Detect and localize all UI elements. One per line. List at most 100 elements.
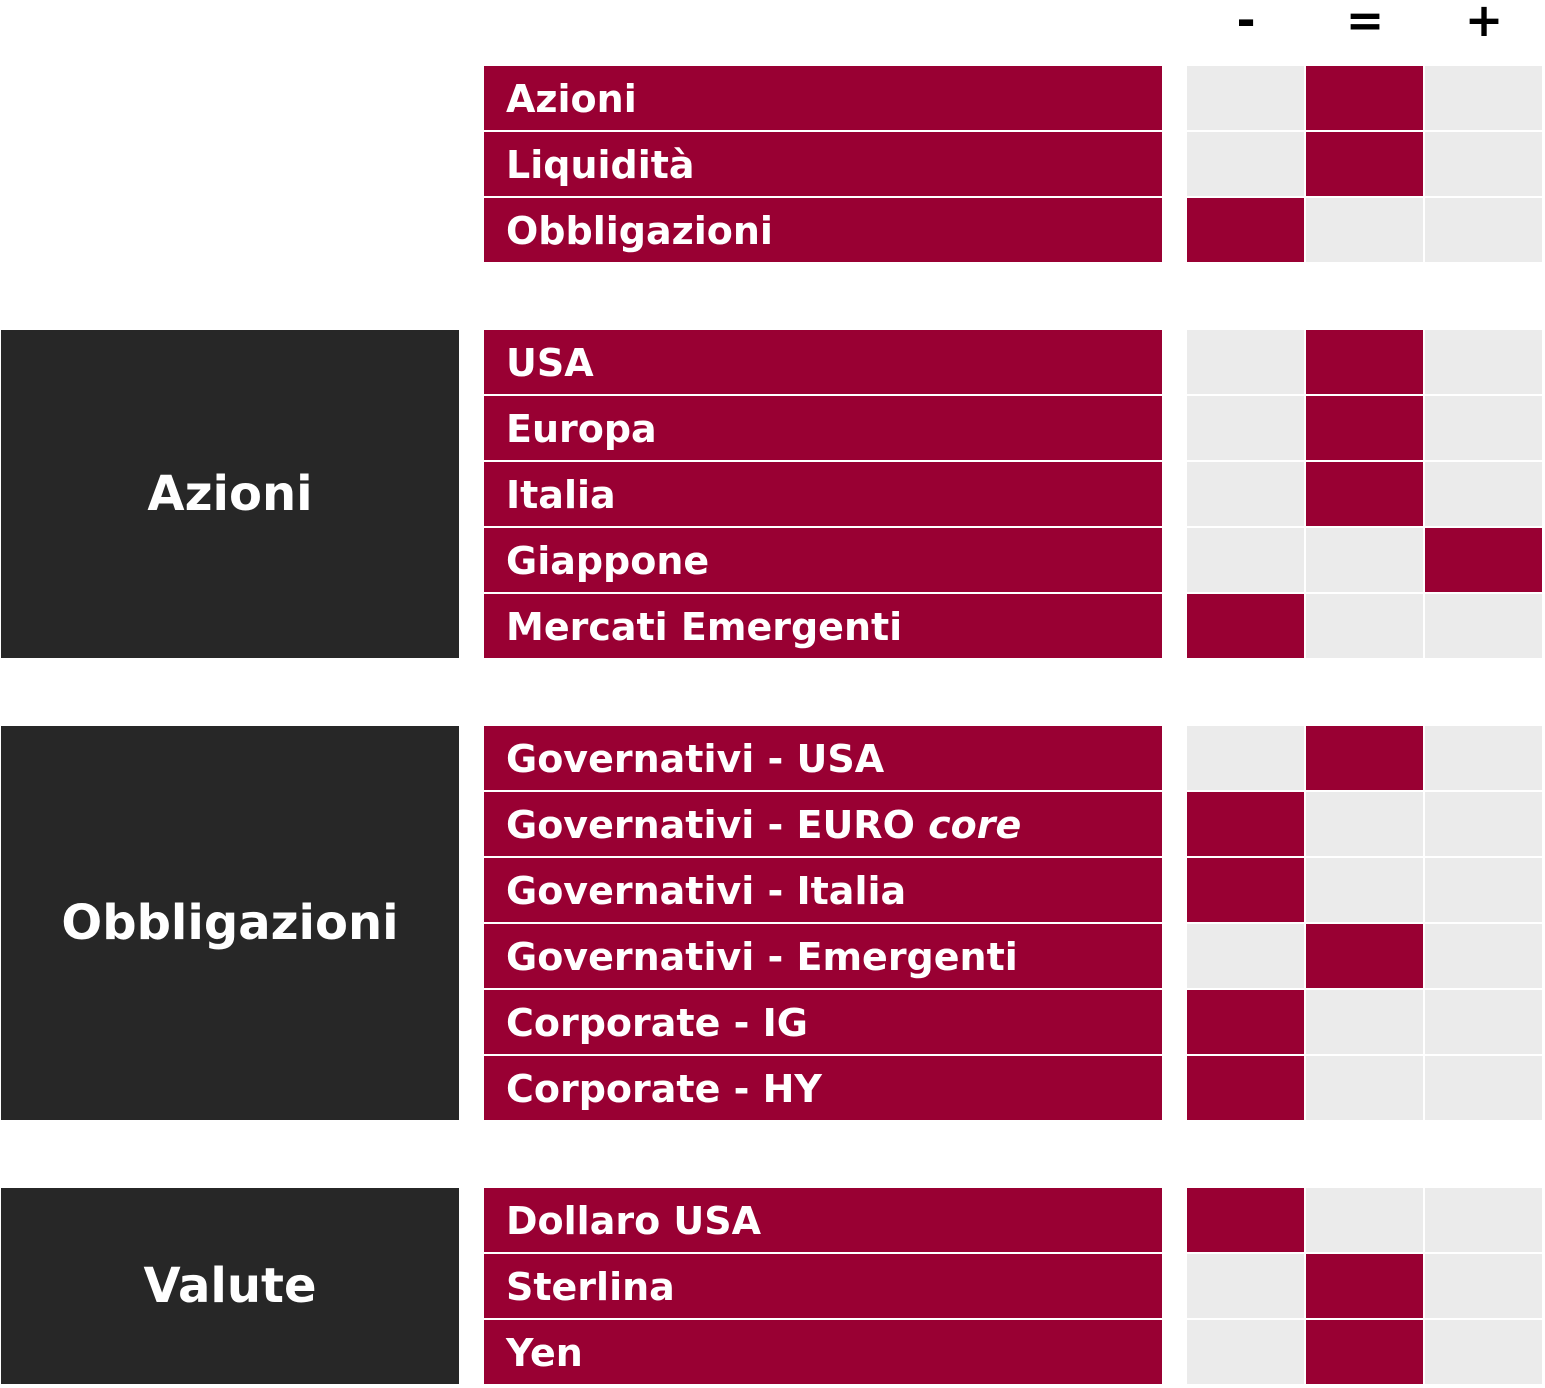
table-row: USA	[0, 330, 1545, 396]
cell-neutral	[1306, 726, 1423, 790]
row-label: Governativi - Emergenti	[484, 924, 1162, 988]
cell-positive	[1425, 66, 1542, 130]
row-label-text: Mercati Emergenti	[506, 605, 903, 649]
cell-negative	[1187, 132, 1304, 196]
row-label-text: Giappone	[506, 539, 710, 583]
cell-neutral	[1306, 132, 1423, 196]
row-label: Obbligazioni	[484, 198, 1162, 262]
row-label-text: Azioni	[506, 77, 637, 121]
cell-neutral	[1306, 1056, 1423, 1120]
row-label: Giappone	[484, 528, 1162, 592]
cell-neutral	[1306, 924, 1423, 988]
cell-negative	[1187, 1254, 1304, 1318]
cell-neutral	[1306, 594, 1423, 658]
section-azioni: Azioni USA Europa Italia Giappone Mercati Eme…	[0, 330, 1545, 660]
section-valute: Valute Dollaro USA Sterlina Yen	[0, 1188, 1545, 1386]
cell-positive	[1425, 198, 1542, 262]
row-label-text: Sterlina	[506, 1265, 675, 1309]
cell-positive	[1425, 1320, 1542, 1384]
cell-negative	[1187, 1056, 1304, 1120]
cell-neutral	[1306, 792, 1423, 856]
table-row: Italia	[0, 462, 1545, 528]
section-overview: Azioni Liquidità Obbligazioni	[0, 66, 1545, 264]
row-label: Governativi - EURO core	[484, 792, 1162, 856]
row-label-text: Obbligazioni	[506, 209, 773, 253]
cell-negative	[1187, 528, 1304, 592]
table-row: Liquidità	[0, 132, 1545, 198]
cell-negative	[1187, 726, 1304, 790]
row-label-text: Yen	[506, 1331, 583, 1375]
table-row: Yen	[0, 1320, 1545, 1386]
row-label-text: Dollaro USA	[506, 1199, 762, 1243]
table-row: Azioni	[0, 66, 1545, 132]
table-row: Governativi - Italia	[0, 858, 1545, 924]
table-row: Governativi - Emergenti	[0, 924, 1545, 990]
header-neutral: =	[1345, 0, 1385, 47]
row-label: USA	[484, 330, 1162, 394]
table-row: Obbligazioni	[0, 198, 1545, 264]
row-label: Dollaro USA	[484, 1188, 1162, 1252]
cell-neutral	[1306, 858, 1423, 922]
row-label: Governativi - USA	[484, 726, 1162, 790]
table-row: Dollaro USA	[0, 1188, 1545, 1254]
cell-positive	[1425, 462, 1542, 526]
row-label-italic: core	[928, 803, 1022, 847]
header-negative: -	[1236, 0, 1256, 47]
row-label: Sterlina	[484, 1254, 1162, 1318]
cell-negative	[1187, 924, 1304, 988]
table-row: Giappone	[0, 528, 1545, 594]
cell-neutral	[1306, 528, 1423, 592]
cell-positive	[1425, 858, 1542, 922]
table-row: Mercati Emergenti	[0, 594, 1545, 660]
cell-positive	[1425, 1188, 1542, 1252]
row-label: Europa	[484, 396, 1162, 460]
cell-negative	[1187, 1188, 1304, 1252]
row-label: Yen	[484, 1320, 1162, 1384]
row-label-text: Governativi - USA	[506, 737, 885, 781]
cell-positive	[1425, 396, 1542, 460]
cell-neutral	[1306, 990, 1423, 1054]
table-row: Corporate - IG	[0, 990, 1545, 1056]
cell-neutral	[1306, 1254, 1423, 1318]
cell-positive	[1425, 726, 1542, 790]
cell-neutral	[1306, 396, 1423, 460]
cell-neutral	[1306, 1320, 1423, 1384]
cell-positive	[1425, 132, 1542, 196]
cell-negative	[1187, 396, 1304, 460]
cell-negative	[1187, 1320, 1304, 1384]
header-positive: +	[1464, 0, 1504, 47]
row-label-text: Liquidità	[506, 143, 695, 187]
row-label-text: Governativi - EURO	[506, 803, 929, 847]
cell-positive	[1425, 1056, 1542, 1120]
cell-negative	[1187, 858, 1304, 922]
table-row: Corporate - HY	[0, 1056, 1545, 1122]
row-label-text: Italia	[506, 473, 616, 517]
row-label: Mercati Emergenti	[484, 594, 1162, 658]
row-label-text: Europa	[506, 407, 657, 451]
cell-negative	[1187, 66, 1304, 130]
row-label-text: USA	[506, 341, 594, 385]
cell-neutral	[1306, 66, 1423, 130]
cell-positive	[1425, 528, 1542, 592]
cell-positive	[1425, 594, 1542, 658]
cell-positive	[1425, 924, 1542, 988]
row-label-text: Corporate - HY	[506, 1067, 822, 1111]
row-label: Liquidità	[484, 132, 1162, 196]
cell-negative	[1187, 198, 1304, 262]
row-label: Governativi - Italia	[484, 858, 1162, 922]
row-label-text: Corporate - IG	[506, 1001, 808, 1045]
row-label: Corporate - IG	[484, 990, 1162, 1054]
row-label: Italia	[484, 462, 1162, 526]
row-label-text: Governativi - Emergenti	[506, 935, 1018, 979]
table-row: Governativi - USA	[0, 726, 1545, 792]
cell-positive	[1425, 792, 1542, 856]
table-row: Sterlina	[0, 1254, 1545, 1320]
cell-neutral	[1306, 1188, 1423, 1252]
category-label: Obbligazioni	[1, 726, 459, 1120]
cell-negative	[1187, 990, 1304, 1054]
cell-negative	[1187, 594, 1304, 658]
category-label: Valute	[1, 1188, 459, 1384]
section-obbligazioni: Obbligazioni Governativi - USA Governativi…	[0, 726, 1545, 1122]
table-row: Europa	[0, 396, 1545, 462]
cell-neutral	[1306, 330, 1423, 394]
